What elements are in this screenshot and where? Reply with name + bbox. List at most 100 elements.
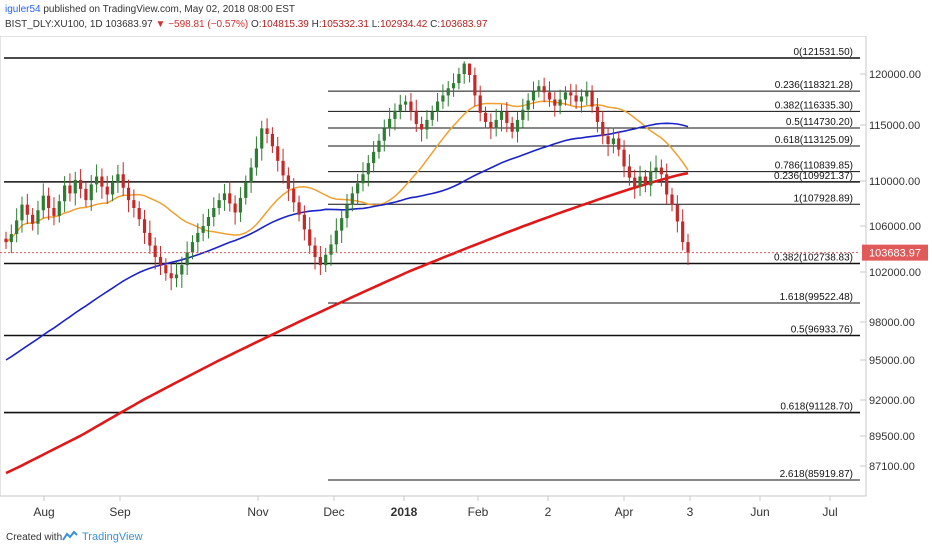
- candle-body: [590, 91, 594, 107]
- price-chart[interactable]: 0(121531.50) 0.236(118321.28) 0.382(116335…: [0, 36, 932, 524]
- candle-body: [68, 185, 72, 194]
- candle-body: [526, 100, 530, 110]
- candle-body: [414, 110, 418, 124]
- candle-body: [574, 95, 578, 102]
- candle-body: [89, 184, 93, 201]
- tradingview-link[interactable]: TradingView: [82, 531, 143, 543]
- candle-body: [441, 95, 445, 102]
- fib-level-label: 1(107928.89): [794, 193, 854, 204]
- candle-body: [377, 140, 381, 152]
- candle-body: [617, 138, 621, 150]
- candle-body: [430, 111, 434, 120]
- ohlc-legend: BIST_DLY:XU100, 1D 103683.97 ▼ −598.81 (…: [5, 19, 487, 30]
- candle-body: [633, 177, 637, 187]
- tradingview-logo-icon[interactable]: [62, 530, 78, 542]
- candle-body: [579, 96, 584, 102]
- open-label: O:: [251, 19, 262, 30]
- publish-text: published on TradingView.com, May 02, 20…: [43, 4, 296, 15]
- candle-body: [329, 244, 333, 255]
- candle-body: [25, 204, 29, 215]
- candle-body: [510, 122, 514, 132]
- candle-body: [174, 274, 179, 279]
- candle-body: [537, 86, 541, 92]
- candle-body: [350, 193, 354, 205]
- candle-body: [308, 229, 312, 246]
- x-tick-label: 3: [687, 505, 694, 519]
- candle-body: [137, 208, 141, 220]
- candle-body: [228, 193, 232, 204]
- y-tick-label: 95000.00: [869, 355, 915, 367]
- candle-body: [558, 99, 562, 106]
- ma-slow-line: [5, 171, 689, 475]
- candle-body: [47, 195, 51, 208]
- candle-body: [185, 252, 189, 266]
- publish-info: iguler54 published on TradingView.com, M…: [5, 4, 295, 15]
- candle-body: [132, 200, 136, 208]
- low-label: L:: [371, 19, 381, 30]
- candle-body: [489, 121, 493, 129]
- change-down-icon: ▼: [155, 19, 166, 30]
- last-price-marker: 103683.97: [0, 244, 928, 261]
- candle-body: [446, 88, 450, 96]
- candle-body: [153, 245, 157, 258]
- y-tick-label: 102000.00: [869, 267, 921, 279]
- candle-body: [78, 179, 83, 189]
- y-tick-label: 89500.00: [869, 431, 915, 443]
- candle-body: [638, 176, 642, 187]
- author-link[interactable]: iguler54: [5, 4, 41, 15]
- candle-body: [190, 242, 195, 253]
- candle-body: [297, 202, 301, 215]
- candle-body: [302, 214, 306, 230]
- fib-level-label: 2.618(85919.87): [780, 469, 853, 480]
- candle-body: [419, 123, 424, 130]
- candle-body: [665, 174, 669, 195]
- candle-body: [531, 91, 536, 101]
- candle-body: [249, 167, 253, 183]
- fib-level-label: 0.5(96933.76): [791, 325, 853, 336]
- y-tick-label: 98000.00: [869, 317, 915, 329]
- candle-body: [478, 95, 482, 113]
- fib-level-label: 0.786(110839.85): [775, 161, 853, 172]
- candle-body: [553, 99, 557, 106]
- candle-body: [675, 204, 679, 222]
- plot-area[interactable]: [0, 36, 867, 497]
- x-tick-label: Feb: [468, 505, 489, 519]
- footer: Created with TradingView: [0, 524, 932, 550]
- y-tick-label: 110000.00: [869, 176, 920, 188]
- fib-level-label: 1.618(99522.48): [780, 292, 853, 303]
- candle-body: [473, 75, 477, 96]
- x-axis: Aug Sep Nov Dec 2018 Feb 2 Apr 3 Jun Jul: [0, 495, 866, 519]
- candle-body: [611, 138, 616, 145]
- candle-body: [366, 163, 370, 175]
- candle-body: [451, 83, 456, 89]
- candle-body: [41, 195, 45, 211]
- x-tick-label: Sep: [109, 505, 131, 519]
- candle-body: [409, 101, 413, 111]
- candle-body: [356, 183, 360, 194]
- candle-body: [254, 148, 259, 168]
- x-tick-label: Nov: [247, 505, 268, 519]
- candle-body: [105, 186, 109, 195]
- y-tick-label: 106000.00: [869, 221, 921, 233]
- candle-body: [499, 111, 504, 120]
- candle-body: [196, 232, 200, 243]
- high-value: 105332.31: [321, 19, 369, 30]
- candle-body: [324, 254, 328, 266]
- candle-body: [121, 174, 125, 188]
- candle-body: [63, 185, 67, 202]
- candle-body: [382, 128, 386, 141]
- fib-level-label: 0.382(102738.83): [774, 253, 853, 264]
- created-with-text: Created with: [6, 532, 63, 543]
- candle-body: [110, 182, 115, 195]
- x-tick-label: 2018: [391, 505, 418, 519]
- candle-body: [36, 210, 40, 224]
- candle-body: [505, 111, 509, 123]
- candle-body: [361, 174, 365, 184]
- x-tick-label: Jul: [822, 505, 837, 519]
- candle-body: [164, 265, 168, 274]
- candle-body: [52, 208, 56, 216]
- candle-body: [622, 149, 626, 167]
- y-axis: 120000.00 115000.00 110000.00 106000.00 1020…: [860, 69, 921, 473]
- candles: [4, 61, 690, 291]
- x-tick-label: Apr: [615, 505, 634, 519]
